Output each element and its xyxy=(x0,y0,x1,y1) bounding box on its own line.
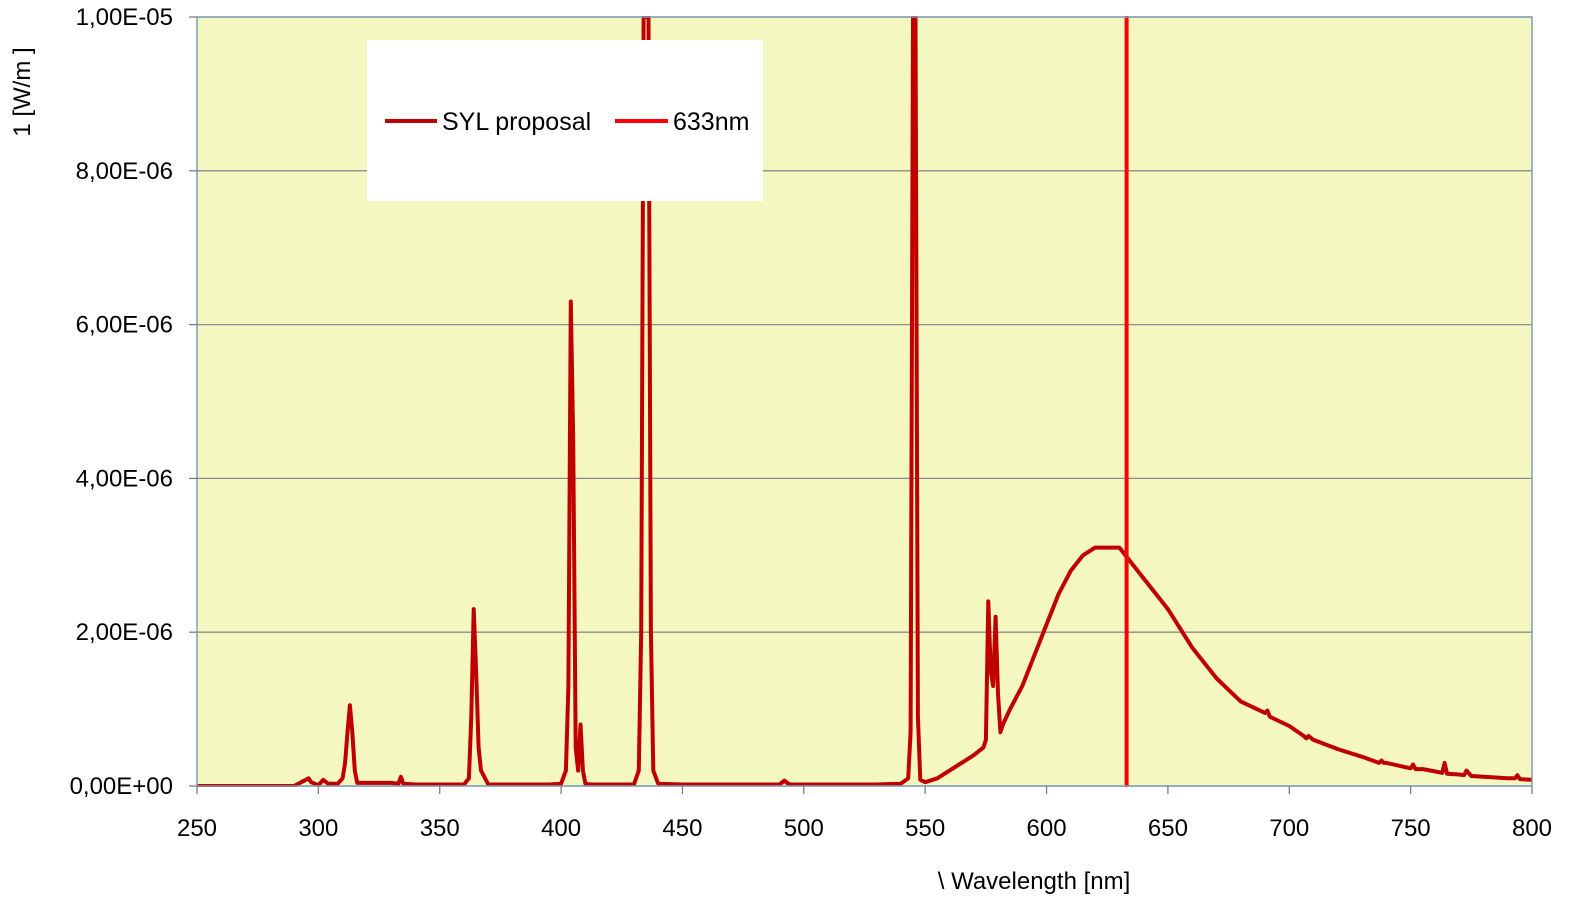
x-tick-label: 450 xyxy=(662,815,702,842)
series-layer xyxy=(197,16,1532,787)
y-axis-ticks: 0,00E+00 2,00E-06 4,00E-06 6,00E-06 8,00E-06… xyxy=(70,4,197,800)
series-line-syl-proposal xyxy=(197,16,1532,787)
x-tick-label: 500 xyxy=(784,815,824,842)
x-tick-label: 250 xyxy=(177,815,217,842)
x-tick-label: 400 xyxy=(541,815,581,842)
y-tick-label: 2,00E-06 xyxy=(76,619,173,646)
y-tick-label: 6,00E-06 xyxy=(76,312,173,339)
x-tick-label: 650 xyxy=(1148,815,1188,842)
legend-label-syl-proposal: SYL proposal xyxy=(442,108,591,136)
x-tick-label: 350 xyxy=(420,815,460,842)
x-tick-label: 700 xyxy=(1269,815,1309,842)
y-axis-title: 1 [W/m ] xyxy=(9,47,36,136)
x-tick-label: 300 xyxy=(298,815,338,842)
legend: SYL proposal 633nm xyxy=(367,40,763,201)
y-tick-label: 4,00E-06 xyxy=(76,465,173,492)
x-axis-title: \ Wavelength [nm] xyxy=(938,868,1131,895)
x-tick-label: 600 xyxy=(1027,815,1067,842)
plot-border xyxy=(196,16,1533,787)
y-tick-label: 1,00E-05 xyxy=(76,4,173,31)
x-tick-label: 750 xyxy=(1391,815,1431,842)
x-tick-label: 550 xyxy=(905,815,945,842)
y-tick-label: 8,00E-06 xyxy=(76,158,173,185)
legend-label-633nm: 633nm xyxy=(673,108,749,136)
x-axis-ticks: 250 300 350 400 450 500 550 600 650 700 750 800 xyxy=(177,786,1552,842)
x-tick-label: 800 xyxy=(1512,815,1552,842)
y-tick-label: 0,00E+00 xyxy=(70,773,173,800)
